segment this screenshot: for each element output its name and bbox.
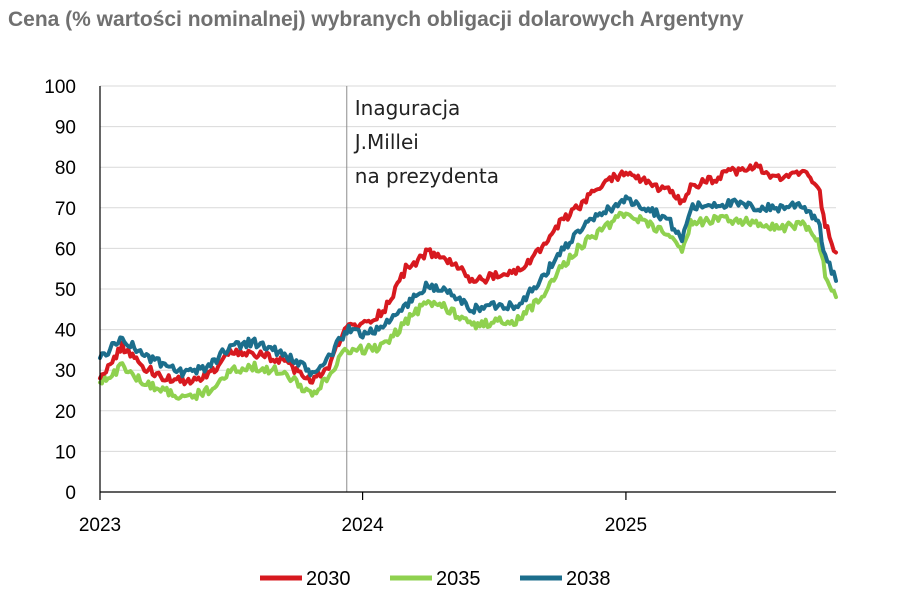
y-tick-label: 100 (44, 77, 76, 98)
y-tick-label: 40 (55, 321, 76, 342)
legend: 2030 2035 2038 (260, 568, 611, 590)
series-line-2038 (98, 194, 838, 379)
y-tick-label: 80 (55, 158, 76, 179)
y-tick-label: 10 (55, 442, 76, 463)
y-tick-label: 70 (55, 199, 76, 220)
x-axis: 2023 2024 2025 (79, 86, 836, 536)
y-tick-label: 60 (55, 239, 76, 260)
gridlines (100, 85, 836, 452)
annotation-text: J.Millei (353, 130, 419, 154)
annotation-text: Inaguracja (355, 96, 461, 120)
y-tick-label: 30 (55, 361, 76, 382)
legend-label-2030: 2030 (306, 568, 351, 590)
series-line-2030 (98, 161, 838, 387)
y-tick-label: 50 (55, 280, 76, 301)
annotation: Inaguracja J.Millei na prezydenta (346, 86, 499, 492)
chart-title: Cena (% wartości nominalnej) wybranych o… (8, 8, 744, 31)
x-tick-label: 2024 (341, 515, 384, 536)
x-tick-label: 2025 (605, 515, 647, 536)
y-tick-label: 0 (65, 483, 76, 504)
annotation-text: na prezydenta (355, 164, 499, 188)
y-tick-label: 90 (55, 118, 76, 139)
y-axis-tick-labels: 0 10 20 30 40 50 60 70 80 90 100 (44, 77, 76, 504)
legend-label-2035: 2035 (436, 568, 481, 590)
series-lines (98, 161, 838, 401)
series-line-2035 (98, 210, 838, 401)
legend-label-2038: 2038 (566, 568, 611, 590)
y-tick-label: 20 (55, 402, 76, 423)
x-tick-label: 2023 (79, 515, 121, 536)
